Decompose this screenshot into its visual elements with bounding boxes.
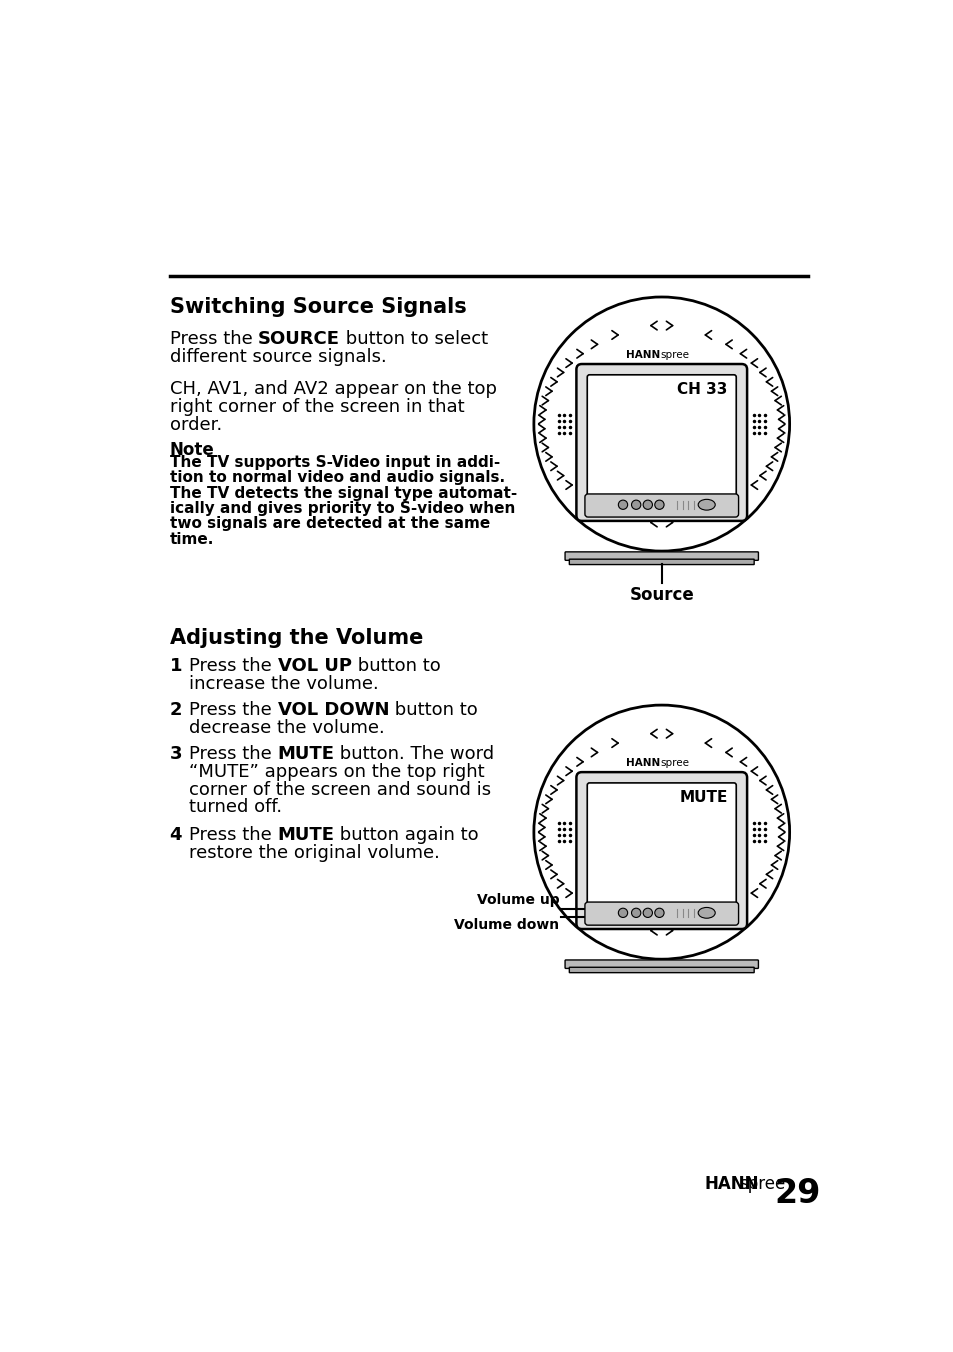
- Text: Press the: Press the: [189, 657, 277, 676]
- Text: HANN: HANN: [625, 350, 659, 360]
- Text: Press the: Press the: [170, 330, 258, 347]
- Text: time.: time.: [170, 531, 213, 546]
- Text: 2: 2: [170, 702, 182, 719]
- Text: Press the: Press the: [189, 702, 277, 719]
- FancyBboxPatch shape: [564, 552, 758, 560]
- Text: button again to: button again to: [335, 826, 478, 844]
- Text: spree: spree: [739, 1175, 784, 1192]
- Text: order.: order.: [170, 415, 222, 434]
- Text: turned off.: turned off.: [189, 798, 282, 817]
- Text: Volume down: Volume down: [454, 918, 558, 933]
- Text: MUTE: MUTE: [277, 826, 335, 844]
- Text: different source signals.: different source signals.: [170, 347, 386, 366]
- Text: MUTE: MUTE: [679, 790, 727, 804]
- Text: VOL UP: VOL UP: [277, 657, 351, 676]
- Text: button. The word: button. The word: [335, 745, 494, 763]
- Text: 4: 4: [170, 826, 182, 844]
- Text: MUTE: MUTE: [277, 745, 335, 763]
- Text: Switching Source Signals: Switching Source Signals: [170, 297, 466, 316]
- Text: The TV supports S-Video input in addi-: The TV supports S-Video input in addi-: [170, 454, 499, 470]
- FancyBboxPatch shape: [587, 375, 736, 496]
- Text: decrease the volume.: decrease the volume.: [189, 719, 384, 737]
- Text: Note: Note: [170, 441, 214, 458]
- FancyBboxPatch shape: [569, 560, 754, 565]
- Text: The TV detects the signal type automat-: The TV detects the signal type automat-: [170, 485, 517, 500]
- FancyBboxPatch shape: [584, 902, 738, 925]
- Text: corner of the screen and sound is: corner of the screen and sound is: [189, 780, 491, 799]
- Text: HANN: HANN: [625, 758, 659, 768]
- Circle shape: [534, 706, 789, 959]
- Text: 3: 3: [170, 745, 182, 763]
- FancyBboxPatch shape: [587, 783, 736, 904]
- Text: restore the original volume.: restore the original volume.: [189, 844, 439, 861]
- Text: Volume up: Volume up: [476, 894, 558, 907]
- Text: 1: 1: [170, 657, 182, 676]
- Text: CH 33: CH 33: [677, 381, 727, 396]
- Text: spree: spree: [659, 758, 688, 768]
- FancyBboxPatch shape: [564, 960, 758, 968]
- Text: two signals are detected at the same: two signals are detected at the same: [170, 516, 489, 531]
- Text: spree: spree: [659, 350, 688, 360]
- Ellipse shape: [698, 907, 715, 918]
- Text: button to select: button to select: [340, 330, 488, 347]
- Text: tion to normal video and audio signals.: tion to normal video and audio signals.: [170, 470, 504, 485]
- Circle shape: [654, 500, 663, 510]
- Text: Source: Source: [629, 585, 694, 604]
- Text: SOURCE: SOURCE: [258, 330, 340, 347]
- Circle shape: [642, 500, 652, 510]
- Text: increase the volume.: increase the volume.: [189, 675, 378, 694]
- Text: Press the: Press the: [189, 826, 277, 844]
- Text: “MUTE” appears on the top right: “MUTE” appears on the top right: [189, 763, 484, 781]
- Text: HANN: HANN: [703, 1175, 758, 1192]
- FancyBboxPatch shape: [576, 772, 746, 929]
- Text: 29: 29: [773, 1178, 820, 1210]
- Text: Press the: Press the: [189, 745, 277, 763]
- Circle shape: [642, 909, 652, 918]
- Text: VOL DOWN: VOL DOWN: [277, 702, 389, 719]
- Circle shape: [534, 297, 789, 552]
- FancyBboxPatch shape: [569, 967, 754, 972]
- Circle shape: [618, 909, 627, 918]
- Text: button to: button to: [389, 702, 477, 719]
- FancyBboxPatch shape: [584, 493, 738, 516]
- Circle shape: [618, 500, 627, 510]
- Circle shape: [631, 909, 640, 918]
- Text: ically and gives priority to S-video when: ically and gives priority to S-video whe…: [170, 502, 515, 516]
- Circle shape: [654, 909, 663, 918]
- Text: button to: button to: [351, 657, 439, 676]
- Text: Adjusting the Volume: Adjusting the Volume: [170, 629, 422, 648]
- Circle shape: [631, 500, 640, 510]
- Text: right corner of the screen in that: right corner of the screen in that: [170, 397, 464, 416]
- Ellipse shape: [698, 499, 715, 510]
- FancyBboxPatch shape: [576, 364, 746, 521]
- Text: CH, AV1, and AV2 appear on the top: CH, AV1, and AV2 appear on the top: [170, 380, 497, 397]
